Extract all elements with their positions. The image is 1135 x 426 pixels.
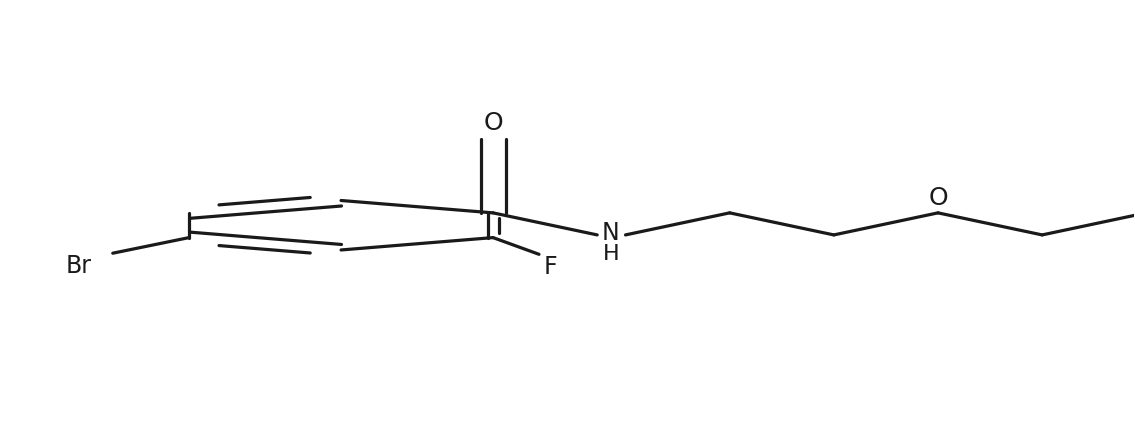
Text: N: N bbox=[602, 220, 620, 244]
Text: O: O bbox=[928, 185, 948, 209]
Text: H: H bbox=[603, 243, 619, 263]
Text: O: O bbox=[484, 110, 503, 134]
Text: Br: Br bbox=[66, 253, 92, 277]
Text: F: F bbox=[544, 255, 557, 279]
